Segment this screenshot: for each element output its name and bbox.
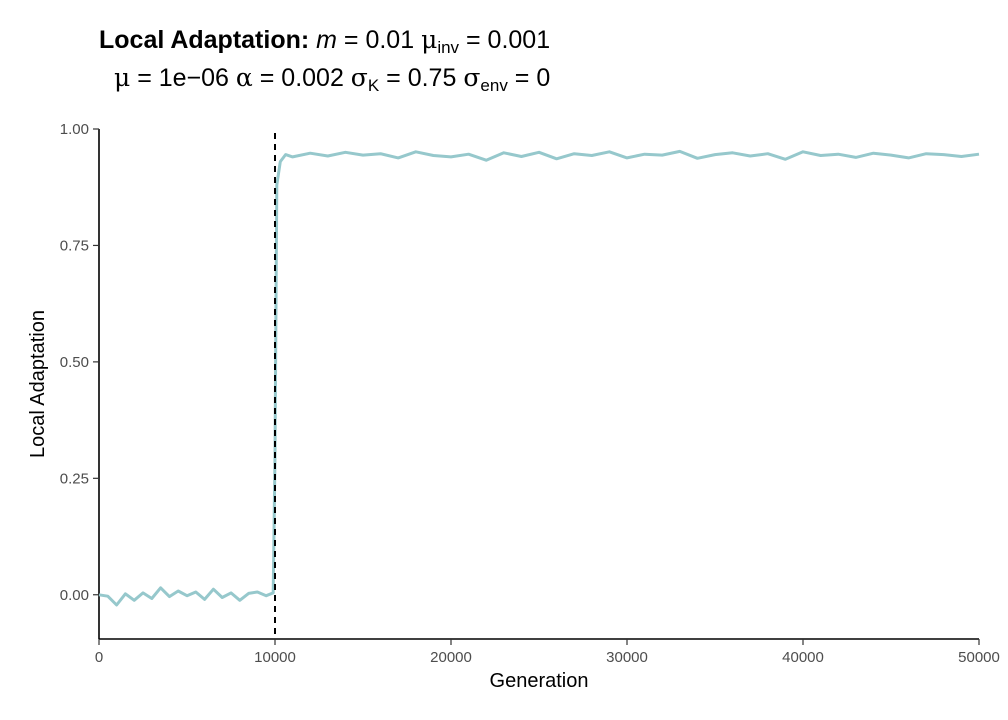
x-tick-label: 40000 [782, 649, 824, 666]
y-axis-title: Local Adaptation [27, 310, 49, 458]
subtitle-mu-symbol: μ [114, 63, 131, 92]
y-tick-label: 1.00 [60, 121, 89, 138]
series-line [98, 149, 980, 607]
subtitle-sigmaenv-value: = 0 [507, 64, 551, 92]
subtitle-alpha-value: = 0.002 [252, 64, 351, 92]
chart-title: Local Adaptation: m = 0.01 μinv = 0.001 [99, 22, 550, 58]
title-m-value: = 0.01 [336, 26, 422, 54]
subtitle-sigmak-value: = 0.75 [379, 64, 464, 92]
y-tick-label: 0.25 [60, 470, 89, 487]
plot-area: 0.00 0.25 0.50 0.75 1.00 0 10000 20000 30000 4000… [60, 121, 1000, 666]
subtitle-sigmak-symbol: σ [350, 63, 368, 92]
title-mu-inv-value: = 0.001 [459, 26, 551, 54]
y-tick-label: 0.75 [60, 237, 89, 254]
title-mu-inv-symbol: μ [421, 25, 438, 54]
subtitle-alpha-symbol: α [235, 63, 253, 92]
subtitle-sigmaenv-sub: env [480, 76, 508, 95]
x-axis-title: Generation [490, 670, 589, 692]
x-tick-label: 10000 [254, 649, 296, 666]
title-m-symbol: m [316, 26, 337, 54]
y-tick-label: 0.50 [60, 354, 89, 371]
x-tick-label: 30000 [606, 649, 648, 666]
subtitle-mu-value: = 1e−06 [130, 64, 236, 92]
x-tick-label: 20000 [430, 649, 472, 666]
x-tick-label: 0 [95, 649, 103, 666]
y-tick-label: 0.00 [60, 587, 89, 604]
title-mu-inv-sub: inv [437, 38, 460, 57]
title-bold-label: Local Adaptation: [99, 26, 310, 54]
subtitle-sigmaenv-symbol: σ [463, 63, 481, 92]
subtitle-sigmak-sub: K [367, 76, 380, 95]
x-tick-label: 50000 [958, 649, 1000, 666]
chart-subtitle: μ = 1e−06 α = 0.002 σK = 0.75 σenv = 0 [114, 60, 550, 96]
